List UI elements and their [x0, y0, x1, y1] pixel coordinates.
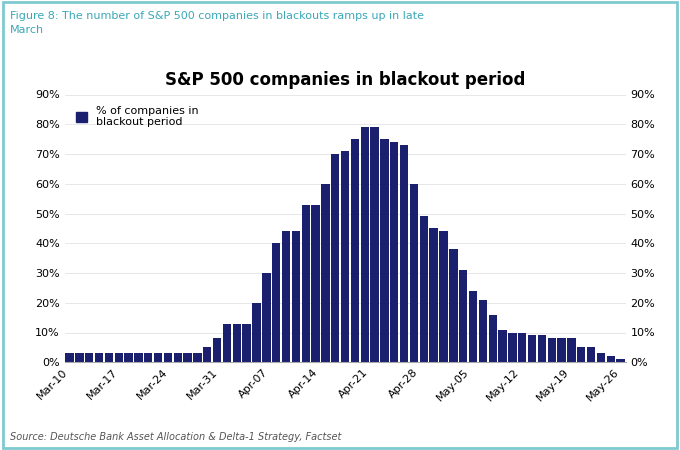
Bar	[400, 145, 408, 362]
Bar	[75, 353, 84, 362]
Bar	[518, 333, 526, 362]
Bar	[508, 333, 517, 362]
Bar	[577, 347, 585, 362]
Bar	[538, 336, 546, 362]
Bar	[371, 127, 379, 362]
Legend: % of companies in
blackout period: % of companies in blackout period	[70, 100, 204, 133]
Title: S&P 500 companies in blackout period: S&P 500 companies in blackout period	[165, 71, 525, 89]
Bar	[498, 329, 507, 362]
Bar	[134, 353, 143, 362]
Bar	[410, 184, 418, 362]
Bar	[390, 142, 398, 362]
Bar	[558, 338, 566, 362]
Bar	[439, 231, 447, 362]
Bar	[95, 353, 103, 362]
Bar	[193, 353, 202, 362]
Bar	[321, 184, 330, 362]
Bar	[272, 243, 280, 362]
Bar	[617, 359, 625, 362]
Bar	[351, 139, 359, 362]
Bar	[331, 154, 339, 362]
Bar	[341, 151, 350, 362]
Bar	[380, 139, 389, 362]
Bar	[154, 353, 163, 362]
Bar	[449, 249, 458, 362]
Bar	[65, 353, 73, 362]
Bar	[105, 353, 113, 362]
Bar	[262, 273, 271, 362]
Bar	[233, 324, 241, 362]
Bar	[469, 291, 477, 362]
Bar	[587, 347, 595, 362]
Bar	[567, 338, 576, 362]
Text: Source: Deutsche Bank Asset Allocation & Delta-1 Strategy, Factset: Source: Deutsche Bank Asset Allocation &…	[10, 432, 341, 442]
Bar	[547, 338, 556, 362]
Bar	[213, 338, 221, 362]
Text: March: March	[10, 25, 44, 35]
Text: Figure 8: The number of S&P 500 companies in blackouts ramps up in late: Figure 8: The number of S&P 500 companie…	[10, 11, 424, 21]
Bar	[124, 353, 133, 362]
Bar	[479, 300, 487, 362]
Bar	[144, 353, 152, 362]
Bar	[430, 229, 438, 362]
Bar	[360, 127, 369, 362]
Bar	[252, 303, 260, 362]
Bar	[282, 231, 290, 362]
Bar	[85, 353, 93, 362]
Bar	[311, 205, 320, 362]
Bar	[243, 324, 251, 362]
Bar	[223, 324, 231, 362]
Bar	[164, 353, 172, 362]
Bar	[420, 216, 428, 362]
Bar	[607, 356, 615, 362]
Bar	[292, 231, 300, 362]
Bar	[184, 353, 192, 362]
Bar	[301, 205, 310, 362]
Bar	[459, 270, 467, 362]
Bar	[173, 353, 182, 362]
Bar	[488, 315, 497, 362]
Bar	[114, 353, 123, 362]
Bar	[528, 336, 537, 362]
Bar	[597, 353, 605, 362]
Bar	[203, 347, 211, 362]
